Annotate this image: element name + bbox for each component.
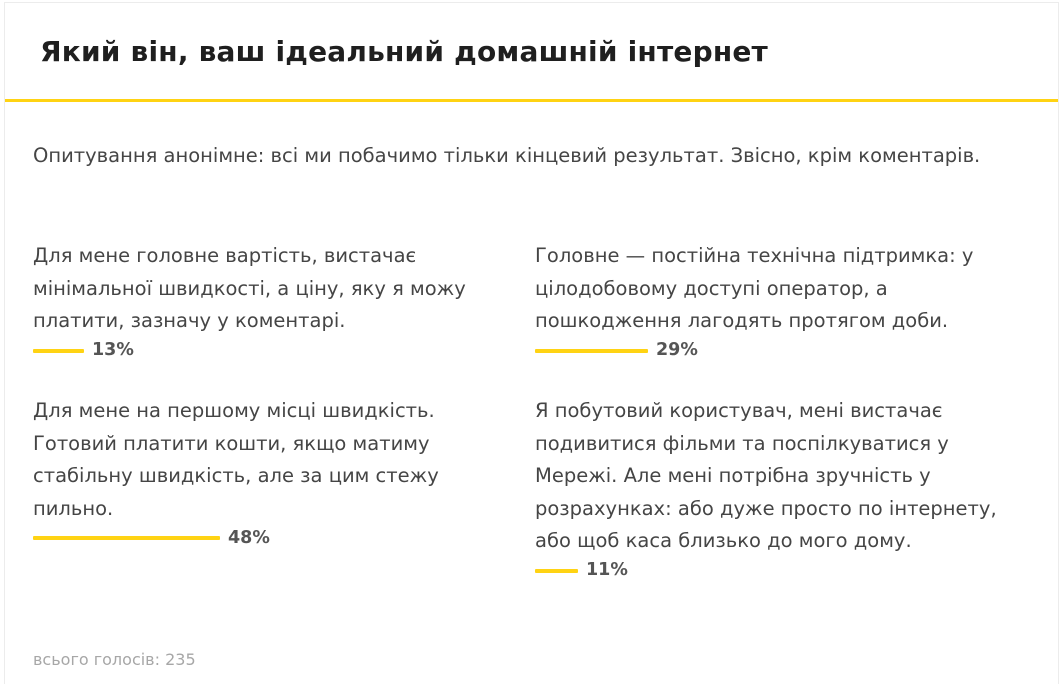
poll-option-percent: 11% bbox=[586, 560, 628, 581]
poll-option-text: Для мене головне вартість, вистачає міні… bbox=[33, 244, 466, 332]
poll-option-percent: 29% bbox=[656, 340, 698, 361]
poll-option-result: 29% bbox=[535, 340, 1015, 362]
poll-option[interactable]: Головне — постійна технічна підтримка: у… bbox=[535, 240, 1015, 362]
poll-option-result: 13% bbox=[33, 340, 523, 362]
poll-option[interactable]: Я побутовий користувач, мені вистачає по… bbox=[535, 395, 1015, 582]
poll-option-bar bbox=[33, 536, 220, 540]
total-votes: всього голосів: 235 bbox=[33, 650, 196, 669]
poll-title: Який він, ваш ідеальний домашній інтерне… bbox=[40, 35, 768, 68]
poll-option[interactable]: Для мене на першому місці швидкість. Гот… bbox=[33, 395, 503, 549]
poll-card: Який він, ваш ідеальний домашній інтерне… bbox=[4, 2, 1059, 684]
poll-option-percent: 13% bbox=[92, 340, 134, 361]
poll-option-result: 11% bbox=[535, 560, 1015, 582]
poll-option-result: 48% bbox=[33, 527, 503, 549]
poll-header: Який він, ваш ідеальний домашній інтерне… bbox=[5, 3, 1058, 102]
poll-option-bar bbox=[33, 348, 84, 353]
poll-option[interactable]: Для мене головне вартість, вистачає міні… bbox=[33, 240, 523, 362]
poll-option-bar bbox=[535, 348, 648, 353]
poll-option-text: Для мене на першому місці швидкість. Гот… bbox=[33, 399, 439, 520]
poll-option-text: Головне — постійна технічна підтримка: у… bbox=[535, 244, 974, 332]
poll-option-text: Я побутовий користувач, мені вистачає по… bbox=[535, 399, 997, 552]
poll-option-percent: 48% bbox=[228, 527, 270, 548]
poll-description: Опитування анонімне: всі ми побачимо тіл… bbox=[33, 144, 981, 167]
poll-option-bar bbox=[535, 568, 578, 573]
